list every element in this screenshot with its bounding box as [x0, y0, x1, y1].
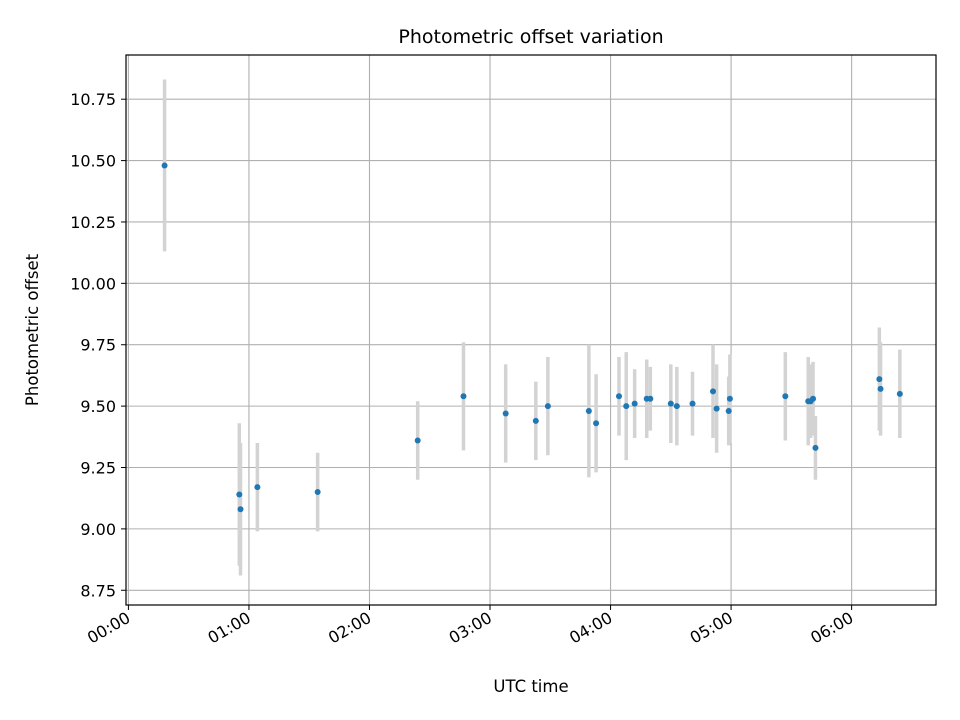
data-point: [876, 376, 883, 383]
data-point: [161, 162, 168, 169]
data-point: [237, 506, 244, 513]
y-tick-label: 10.75: [70, 90, 116, 109]
data-point: [710, 388, 717, 395]
data-point: [689, 400, 696, 407]
x-tick-label: 04:00: [566, 608, 615, 648]
x-tick-label: 01:00: [205, 608, 254, 648]
data-point: [623, 403, 630, 410]
y-axis-label: Photometric offset: [23, 253, 42, 406]
data-point: [544, 403, 551, 410]
data-point: [460, 393, 467, 400]
data-point: [254, 484, 261, 491]
y-tick-label: 9.25: [80, 459, 116, 478]
x-tick-label: 03:00: [446, 608, 495, 648]
x-axis: 00:00 01:00 02:00 03:00 04:00 05:00 06:00: [84, 605, 857, 648]
chart-title: Photometric offset variation: [398, 26, 663, 48]
y-tick-label: 10.50: [70, 152, 116, 171]
data-points: [161, 162, 903, 513]
data-point: [726, 395, 733, 402]
data-point: [812, 444, 819, 451]
data-point: [585, 408, 592, 415]
data-point: [810, 395, 817, 402]
y-tick-label: 9.00: [80, 520, 116, 539]
plot-area-frame: [125, 54, 937, 606]
data-point: [725, 408, 732, 415]
data-point: [631, 400, 638, 407]
data-point: [713, 405, 720, 412]
y-tick-label: 10.00: [70, 274, 116, 293]
data-point: [896, 390, 903, 397]
y-tick-label: 9.75: [80, 336, 116, 355]
data-point: [782, 393, 789, 400]
x-tick-label: 06:00: [807, 608, 856, 648]
y-tick-label: 10.25: [70, 213, 116, 232]
y-tick-label: 8.75: [80, 581, 116, 600]
x-axis-label: UTC time: [493, 677, 568, 696]
data-point: [647, 395, 654, 402]
data-point: [236, 491, 243, 498]
data-point: [593, 420, 600, 427]
data-point: [314, 489, 321, 496]
data-point: [673, 403, 680, 410]
x-tick-label: 02:00: [325, 608, 374, 648]
data-point: [667, 400, 674, 407]
data-point: [502, 410, 509, 417]
data-point: [414, 437, 421, 444]
error-bars: [162, 79, 902, 576]
y-tick-label: 9.50: [80, 397, 116, 416]
x-tick-label: 00:00: [84, 608, 133, 648]
y-axis: 8.75 9.00 9.25 9.50 9.75 10.00 10.25 10.50 10.75: [70, 90, 126, 600]
data-point: [615, 393, 622, 400]
grid: [126, 55, 936, 605]
x-tick-label: 05:00: [687, 608, 736, 648]
data-point: [877, 385, 884, 392]
data-point: [532, 417, 539, 424]
